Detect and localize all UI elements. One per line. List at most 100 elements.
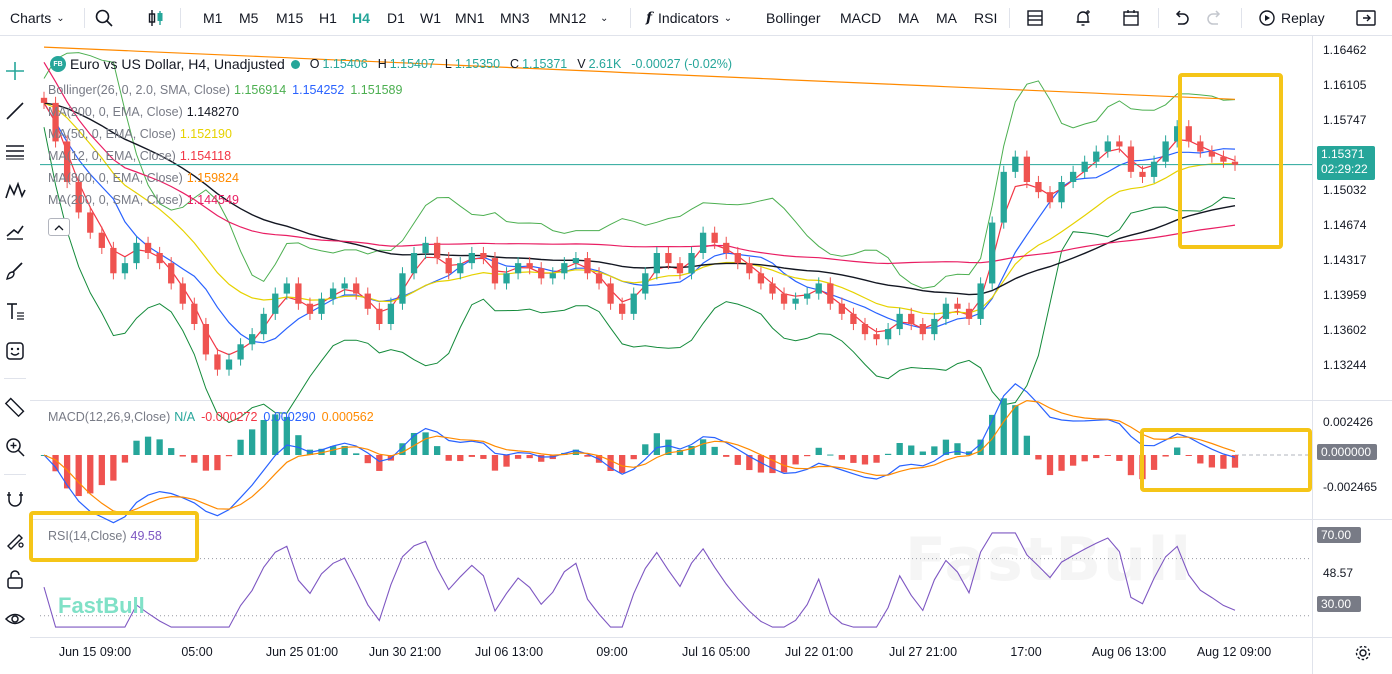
timeframe-h1[interactable]: H1 xyxy=(319,10,337,26)
macd-histogram-bar xyxy=(503,455,510,467)
candle-type-icon[interactable] xyxy=(146,0,166,36)
undo-icon[interactable] xyxy=(1171,0,1191,36)
settings-gear-icon[interactable] xyxy=(1354,644,1372,667)
brush-icon[interactable] xyxy=(2,258,28,284)
emoji-icon[interactable] xyxy=(2,338,28,364)
indicators-label: Indicators xyxy=(658,10,719,26)
charts-menu-button[interactable]: Charts ⌄ xyxy=(10,0,65,36)
macd-histogram-bar xyxy=(468,455,475,457)
timeframe-more-icon[interactable]: ⌄ xyxy=(600,12,609,24)
candle xyxy=(942,303,950,319)
replay-button[interactable]: Replay xyxy=(1257,0,1325,36)
crosshair-icon[interactable] xyxy=(2,58,28,84)
macd-legend[interactable]: MACD(12,26,9,Close) N/A -0.000272 0.000290 0… xyxy=(48,410,380,424)
horizontal-lines-icon[interactable] xyxy=(2,138,28,164)
replay-icon xyxy=(1259,10,1275,26)
macd-histogram-bar xyxy=(977,439,984,455)
study-ma800-ema[interactable]: MA(800, 0, EMA, Close) 1.159824 xyxy=(48,171,245,185)
pattern-icon[interactable] xyxy=(2,178,28,204)
time-axis-border xyxy=(30,637,1392,638)
macd-histogram-bar xyxy=(156,439,163,455)
timeframe-mn1[interactable]: MN1 xyxy=(455,10,485,26)
candle xyxy=(191,303,198,324)
time-tick: Jul 27 21:00 xyxy=(888,645,958,659)
ruler-icon[interactable] xyxy=(2,394,28,420)
collapse-legend-button[interactable] xyxy=(48,218,70,236)
macd-histogram-bar xyxy=(931,446,938,455)
macd-histogram-bar xyxy=(723,455,730,457)
pane-separator[interactable] xyxy=(30,519,1392,520)
alert-add-icon[interactable] xyxy=(1073,0,1093,36)
study-ma200-sma[interactable]: MA(200, 0, SMA, Close) 1.144549 xyxy=(48,193,245,207)
indicators-button[interactable]: f Indicators ⌄ xyxy=(646,0,732,36)
study-value: 0.000562 xyxy=(321,410,374,424)
quick-indicator-ma[interactable]: MA xyxy=(898,10,919,26)
candle xyxy=(214,354,221,370)
study-value: 49.58 xyxy=(130,529,162,543)
macd-histogram-bar xyxy=(480,455,487,459)
pane-separator[interactable] xyxy=(30,400,1392,401)
rsi-tick: 48.57 xyxy=(1323,566,1354,580)
magnet-icon[interactable] xyxy=(2,486,28,512)
trend-line-icon[interactable] xyxy=(2,98,28,124)
eye-icon[interactable] xyxy=(2,606,28,632)
quick-indicator-rsi[interactable]: RSI xyxy=(974,10,998,26)
candle xyxy=(642,273,649,294)
search-icon[interactable] xyxy=(94,0,114,36)
timeframe-m15[interactable]: M15 xyxy=(276,10,304,26)
volume-value: 2.61K xyxy=(588,57,622,71)
candle xyxy=(665,253,672,264)
timeframe-d1[interactable]: D1 xyxy=(387,10,405,26)
candle xyxy=(699,232,707,253)
symbol-title[interactable]: Euro vs US Dollar, H4, Unadjusted xyxy=(70,56,285,72)
draw-mode-icon[interactable] xyxy=(2,526,28,552)
timeframe-h4[interactable]: H4 xyxy=(352,10,370,26)
study-name: Bollinger(26, 0, 2.0, SMA, Close) xyxy=(48,83,231,97)
study-ma12-ema[interactable]: MA(12, 0, EMA, Close) 1.154118 xyxy=(48,149,237,163)
text-tool-icon[interactable] xyxy=(2,298,28,324)
candle xyxy=(1104,141,1111,152)
macd-histogram-bar xyxy=(1174,447,1181,455)
candle xyxy=(757,273,765,284)
macd-histogram-bar xyxy=(942,439,950,455)
study-bollinger[interactable]: Bollinger(26, 0, 2.0, SMA, Close) 1.15691… xyxy=(48,83,408,97)
study-value: 1.154118 xyxy=(179,149,232,163)
redo-icon[interactable] xyxy=(1205,0,1225,36)
calendar-add-icon[interactable] xyxy=(1121,0,1141,36)
rsi-legend[interactable]: RSI(14,Close) 49.58 xyxy=(48,529,168,543)
quick-indicator-bollinger[interactable]: Bollinger xyxy=(766,10,821,26)
zoom-in-icon[interactable] xyxy=(2,434,28,460)
timeframe-w1[interactable]: W1 xyxy=(420,10,441,26)
candle xyxy=(1174,126,1181,142)
candle xyxy=(318,298,325,314)
price-tick: 1.16462 xyxy=(1323,43,1367,57)
expand-icon[interactable] xyxy=(1355,0,1377,36)
ma200-ema-line xyxy=(43,102,1236,296)
macd-histogram-bar xyxy=(283,416,290,455)
candle xyxy=(873,334,880,340)
candle xyxy=(144,242,152,253)
bollinger-upper-line xyxy=(43,52,1236,289)
candle xyxy=(815,283,822,294)
macd-histogram-bar xyxy=(87,455,94,494)
layout-icon[interactable] xyxy=(1025,0,1045,36)
timeframe-m1[interactable]: M1 xyxy=(203,10,223,26)
candle xyxy=(387,303,395,324)
quick-indicator-ma-2[interactable]: MA xyxy=(936,10,957,26)
quick-indicator-macd[interactable]: MACD xyxy=(840,10,882,26)
candle xyxy=(353,283,360,294)
study-ma50-ema[interactable]: MA(50, 0, EMA, Close) 1.152190 xyxy=(48,127,238,141)
study-ma200-ema[interactable]: MA(200, 0, EMA, Close) 1.148270 xyxy=(48,105,245,119)
timeframe-mn3[interactable]: MN3 xyxy=(500,10,530,26)
candle xyxy=(399,273,406,304)
timeframe-mn12[interactable]: MN12 xyxy=(549,10,587,26)
candle xyxy=(734,253,741,264)
study-value: 0.000290 xyxy=(263,410,316,424)
highlight-box xyxy=(29,511,199,562)
lock-icon[interactable] xyxy=(2,566,28,592)
candle xyxy=(503,273,510,284)
timeframe-m5[interactable]: M5 xyxy=(239,10,259,26)
projection-icon[interactable] xyxy=(2,218,28,244)
candle xyxy=(468,253,475,264)
